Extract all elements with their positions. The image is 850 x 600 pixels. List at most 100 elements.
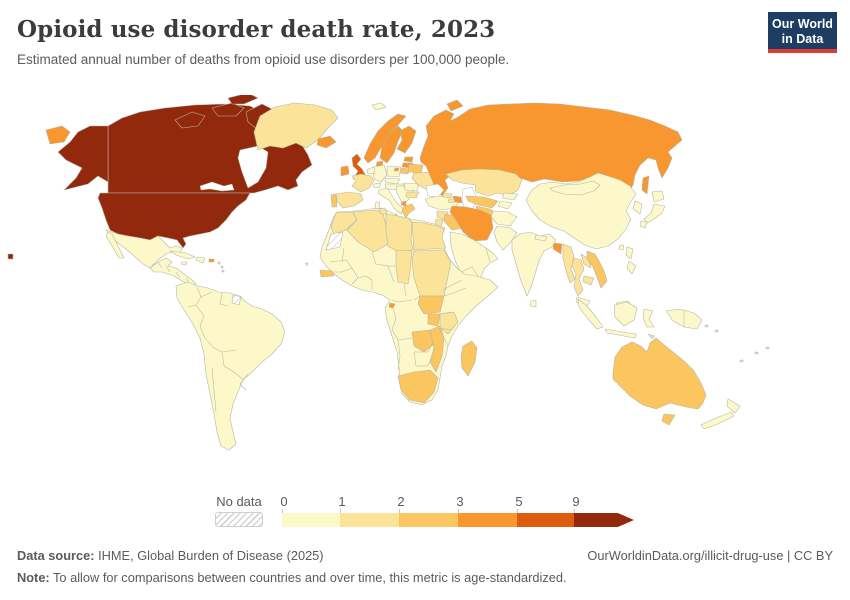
country-nz-north[interactable] [726, 398, 741, 414]
country-french-guiana[interactable] [231, 294, 242, 306]
country-nepal[interactable] [534, 234, 548, 242]
country-western-sahara[interactable] [325, 231, 344, 251]
country-indonesia-java[interactable] [604, 328, 637, 339]
country-uzbekistan[interactable] [465, 195, 499, 209]
scale-segment[interactable] [282, 513, 340, 527]
country-benelux[interactable] [366, 166, 376, 175]
country-usa-hawaii[interactable] [7, 253, 14, 260]
country-mexico-baja[interactable] [105, 231, 125, 259]
country-mongolia[interactable] [549, 180, 601, 196]
country-china[interactable] [525, 172, 637, 250]
country-equatorial-guinea[interactable] [388, 302, 396, 309]
country-indonesia-sulawesi[interactable] [642, 308, 655, 328]
country-canada-ellesmere[interactable] [227, 95, 259, 105]
country-spain[interactable] [335, 191, 364, 209]
legend-no-data[interactable]: No data [215, 494, 263, 527]
country-germany[interactable] [372, 164, 388, 183]
country-malawi-mozambique[interactable] [429, 325, 445, 373]
country-hispaniola[interactable] [195, 256, 206, 264]
country-mexico[interactable] [105, 229, 183, 269]
country-canada-arctic1[interactable] [174, 111, 206, 129]
country-czechia-slovakia[interactable] [384, 177, 401, 185]
country-uganda[interactable] [427, 313, 441, 327]
country-bulgaria[interactable] [405, 191, 420, 199]
country-russia-kaliningrad[interactable] [393, 167, 400, 172]
country-puerto-rico[interactable] [208, 258, 215, 263]
country-egypt[interactable] [411, 221, 447, 251]
world-map[interactable] [0, 95, 850, 490]
country-madagascar[interactable] [460, 340, 478, 377]
country-poland[interactable] [386, 165, 402, 178]
country-nz-south[interactable] [700, 411, 735, 430]
country-tajikistan[interactable] [497, 200, 513, 210]
country-cuba[interactable] [169, 250, 196, 260]
legend-scale[interactable]: 0 1 2 3 5 9 [278, 494, 634, 528]
country-indonesia-sumatra[interactable] [577, 298, 604, 330]
country-algeria[interactable] [346, 209, 389, 253]
country-india[interactable] [511, 231, 557, 297]
scale-segment[interactable] [340, 513, 399, 527]
country-iceland[interactable] [316, 135, 337, 149]
region-africa[interactable] [319, 207, 499, 406]
owid-link[interactable]: OurWorldinData.org/illicit-drug-use | CC… [587, 548, 833, 563]
country-philippines-luzon[interactable] [625, 246, 634, 260]
country-japan-kyushu[interactable] [639, 220, 648, 229]
country-russia-novaya-zemlya[interactable] [446, 99, 464, 112]
country-switzerland[interactable] [372, 182, 382, 189]
country-australia[interactable] [612, 337, 707, 410]
country-azerbaijan[interactable] [452, 195, 463, 204]
region-central-america[interactable] [149, 257, 197, 289]
country-usa-alaska[interactable] [57, 125, 109, 191]
country-afghanistan[interactable] [490, 210, 518, 227]
country-laos[interactable] [580, 253, 592, 269]
country-georgia[interactable] [442, 192, 453, 199]
country-ireland[interactable] [340, 165, 350, 177]
country-finland[interactable] [396, 125, 417, 154]
country-indonesia-borneo[interactable] [613, 301, 638, 327]
country-usa[interactable] [97, 192, 251, 249]
country-south-sudan[interactable] [417, 295, 445, 315]
country-france[interactable] [351, 173, 375, 193]
country-cambodia[interactable] [582, 275, 595, 286]
country-vietnam[interactable] [586, 250, 608, 289]
country-kyrgyzstan[interactable] [501, 192, 519, 201]
country-belarus[interactable] [407, 163, 424, 174]
scale-segment[interactable] [517, 513, 574, 527]
region-south-america[interactable] [175, 281, 286, 451]
country-philippines-mindanao[interactable] [626, 260, 637, 275]
country-estonia[interactable] [403, 156, 414, 163]
country-armenia[interactable] [447, 198, 456, 204]
country-japan-hokkaido[interactable] [651, 190, 665, 203]
country-thailand[interactable] [571, 257, 585, 297]
country-svalbard[interactable] [371, 102, 387, 111]
country-norway[interactable] [363, 113, 407, 164]
scale-segment-arrow[interactable] [574, 513, 634, 527]
country-libya[interactable] [385, 213, 414, 253]
country-zambia[interactable] [411, 329, 435, 353]
country-japan-honshu[interactable] [643, 203, 666, 224]
scale-segment[interactable] [458, 513, 517, 527]
country-greece[interactable] [401, 203, 416, 219]
country-australia-tasmania[interactable] [661, 413, 676, 426]
region-arabia[interactable] [449, 231, 499, 284]
country-russia-sakhalin[interactable] [641, 175, 650, 195]
country-pakistan[interactable] [493, 225, 518, 251]
country-iran[interactable] [449, 205, 494, 242]
country-south-africa[interactable] [397, 369, 439, 404]
owid-logo[interactable]: Our World in Data [768, 12, 837, 53]
country-bangladesh[interactable] [552, 242, 563, 255]
country-canada-arctic2[interactable] [211, 102, 245, 117]
country-kazakhstan[interactable] [445, 168, 523, 197]
country-russia-chukotka[interactable] [45, 125, 71, 145]
country-taiwan[interactable] [618, 244, 625, 251]
country-jamaica[interactable] [180, 261, 188, 266]
scale-segment[interactable] [399, 513, 458, 527]
country-sri-lanka[interactable] [529, 299, 537, 308]
country-romania[interactable] [403, 182, 420, 192]
country-south-korea[interactable] [632, 200, 643, 215]
country-portugal[interactable] [330, 193, 338, 208]
country-sweden[interactable] [379, 125, 404, 164]
country-italy[interactable] [377, 187, 404, 215]
country-greenland[interactable] [253, 102, 339, 151]
country-senegal[interactable] [319, 269, 335, 278]
